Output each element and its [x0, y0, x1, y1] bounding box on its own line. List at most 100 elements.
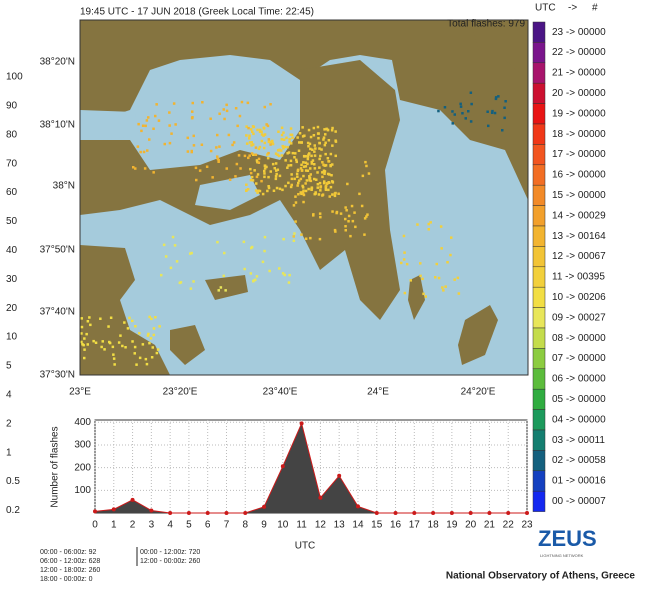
flash-dot — [261, 260, 265, 264]
flash-dot — [334, 154, 337, 158]
flash-dot — [287, 164, 290, 167]
flash-dot — [245, 188, 248, 192]
flash-dot — [240, 100, 244, 104]
scale-label: 0.5 — [6, 476, 20, 487]
flash-dot — [246, 188, 250, 191]
stats: 00:00 - 06:00z: 92 06:00 - 12:00z: 628 1… — [40, 547, 200, 583]
point — [318, 495, 323, 500]
flash-dot — [89, 323, 92, 327]
flash-dot — [157, 119, 161, 122]
flash-dot — [298, 141, 301, 144]
flash-dot — [132, 166, 135, 169]
flash-dot — [290, 177, 294, 181]
flash-dot — [88, 316, 91, 319]
flash-dot — [288, 140, 291, 144]
flash-dot — [255, 275, 259, 278]
flash-dot — [269, 103, 272, 106]
point — [506, 511, 511, 515]
flash-dot — [300, 141, 303, 144]
flash-dot — [277, 154, 281, 158]
flash-dot — [260, 130, 263, 133]
flash-dot — [280, 149, 283, 152]
gulf — [80, 110, 140, 140]
flash-dot — [306, 155, 310, 158]
legend-label: 18 -> 00000 — [552, 129, 606, 140]
flash-dot — [249, 272, 253, 275]
flash-dot — [311, 159, 315, 162]
flash-dot — [304, 161, 308, 164]
flash-dot — [310, 162, 314, 165]
flash-dot — [317, 193, 321, 196]
flash-dot — [168, 124, 171, 127]
flash-dot — [257, 157, 261, 161]
flash-dot — [80, 317, 83, 320]
flash-dot — [269, 170, 272, 173]
lat-label: 38°10'N — [40, 120, 75, 131]
area — [95, 423, 527, 513]
x-tick-label: 1 — [111, 520, 117, 531]
flash-dot — [297, 149, 301, 152]
flash-dot — [251, 130, 254, 133]
flash-dot — [282, 138, 286, 141]
map-frame — [79, 19, 529, 376]
point — [186, 511, 191, 515]
flash-dot — [306, 157, 310, 161]
flash-dot — [427, 222, 430, 226]
flash-dot — [234, 175, 237, 178]
flash-dot — [271, 141, 274, 144]
flash-dot — [119, 334, 122, 337]
flash-dot — [322, 181, 326, 185]
flash-dot — [327, 139, 331, 142]
flash-dot — [126, 327, 130, 330]
flash-dot — [339, 212, 343, 215]
flash-dot — [456, 276, 460, 280]
flash-dot — [248, 134, 251, 137]
flash-dot — [101, 340, 104, 343]
flash-dot — [322, 138, 325, 141]
x-tick-label: 21 — [484, 520, 496, 531]
legend-swatch — [532, 327, 546, 349]
point — [337, 473, 342, 478]
flash-dot — [322, 163, 325, 167]
flash-dot — [252, 153, 255, 156]
flash-dot — [99, 317, 102, 320]
flash-dot — [248, 154, 251, 157]
flash-dot — [353, 211, 356, 214]
flash-dot — [451, 122, 454, 125]
flash-dot — [251, 179, 255, 182]
flash-dot — [103, 348, 106, 351]
flash-dot — [215, 146, 218, 149]
flash-dot — [138, 356, 142, 360]
legend-label: 07 -> 00000 — [552, 353, 606, 364]
point — [468, 511, 473, 515]
flash-dot — [281, 272, 285, 275]
flash-dot — [269, 140, 272, 144]
flash-dot — [146, 334, 150, 337]
flash-dot — [266, 124, 270, 128]
legend-swatch — [532, 144, 546, 166]
x-tick-label: 15 — [371, 520, 383, 531]
flash-dot — [307, 153, 310, 156]
flash-dot — [304, 169, 308, 172]
flash-dot — [190, 116, 194, 120]
flash-dot — [262, 126, 266, 130]
flash-dot — [80, 332, 83, 335]
footer: National Observatory of Athens, Greece — [446, 571, 636, 582]
flash-dot — [133, 352, 136, 355]
x-tick-label: 22 — [503, 520, 515, 531]
x-tick-label: 19 — [446, 520, 458, 531]
flash-dot — [238, 114, 242, 118]
scale-label: 60 — [6, 187, 18, 198]
flash-dot — [235, 162, 239, 166]
flash-dot — [83, 356, 86, 360]
flash-dot — [327, 160, 330, 163]
flash-dot — [234, 107, 238, 110]
flash-dot — [329, 164, 332, 168]
legend-swatch — [532, 62, 546, 84]
flash-dot — [227, 133, 231, 137]
flash-dot — [201, 101, 204, 104]
flash-dot — [271, 139, 274, 143]
x-tick-label: 12 — [315, 520, 327, 531]
map — [79, 19, 529, 376]
x-tick-label: 11 — [296, 520, 307, 531]
